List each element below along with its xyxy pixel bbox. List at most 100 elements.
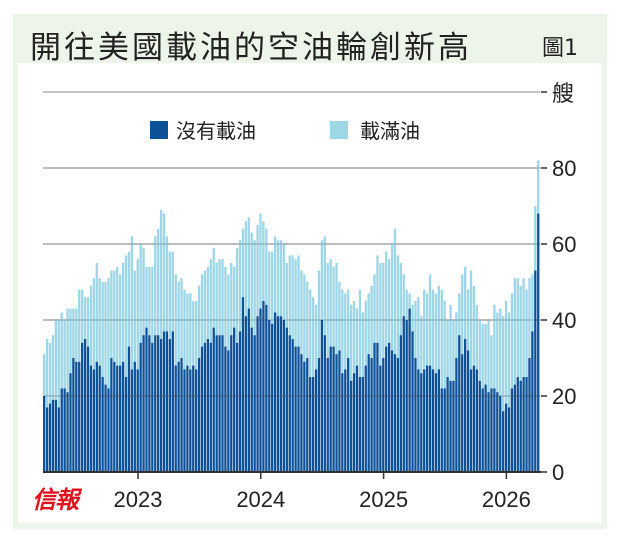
bar-laden <box>358 289 362 377</box>
bar-laden <box>425 293 429 366</box>
bar-empty <box>382 358 385 472</box>
bar-laden <box>443 301 446 389</box>
bar-empty <box>121 361 125 472</box>
bar-laden <box>294 259 297 347</box>
bar-laden <box>192 301 195 366</box>
bar-empty <box>352 373 356 472</box>
bar-empty <box>48 403 52 472</box>
bar-laden <box>195 301 198 370</box>
bar-empty <box>449 380 452 472</box>
bar-laden <box>151 266 154 343</box>
bar-laden <box>531 274 534 332</box>
bar-laden <box>411 304 414 332</box>
bar-empty <box>215 335 218 472</box>
bar-empty <box>51 399 55 472</box>
bar-laden <box>78 289 81 362</box>
bar-empty <box>81 342 84 472</box>
bar-empty <box>180 358 183 472</box>
bar-empty <box>317 358 321 472</box>
bar-laden <box>72 308 75 358</box>
bar-empty <box>43 396 46 472</box>
bar-empty <box>271 323 274 472</box>
bar-empty <box>142 335 145 472</box>
y-tick-label: 60 <box>552 232 576 257</box>
bar-laden <box>159 209 163 339</box>
bar-empty <box>423 369 426 472</box>
bar-laden <box>519 285 522 381</box>
bar-empty <box>393 354 397 472</box>
bar-laden <box>273 236 277 313</box>
bar-empty <box>279 316 283 472</box>
chart-title: 開往美國載油的空油輪創新高 <box>30 30 472 66</box>
bar-laden <box>250 232 253 328</box>
bar-laden <box>183 289 186 370</box>
bar-empty <box>101 377 104 472</box>
bar-empty <box>162 331 166 472</box>
bar-empty <box>124 377 128 472</box>
bar-empty <box>537 213 540 472</box>
bar-laden <box>481 323 484 389</box>
bar-laden <box>130 236 134 370</box>
bar-laden <box>373 274 376 343</box>
bar-empty <box>373 342 376 472</box>
bar-laden <box>238 240 242 332</box>
bar-empty <box>323 335 326 472</box>
bar-laden <box>466 289 470 351</box>
bar-empty <box>531 331 534 472</box>
bar-empty <box>86 346 90 472</box>
bar-laden <box>405 289 408 320</box>
bar-empty <box>197 358 201 472</box>
bar-laden <box>361 312 364 377</box>
bar-laden <box>285 263 288 328</box>
bar-laden <box>320 240 324 320</box>
bar-empty <box>195 369 198 472</box>
bar-laden <box>75 308 78 362</box>
bar-empty <box>311 377 315 472</box>
bar-laden <box>101 282 104 377</box>
bar-laden <box>510 293 514 389</box>
bar-laden <box>499 308 502 396</box>
y-tick-label: 40 <box>552 308 576 333</box>
bar-empty <box>244 316 248 472</box>
bar-empty <box>230 335 233 472</box>
bar-empty <box>78 361 81 472</box>
bar-empty <box>154 335 157 472</box>
bar-empty <box>493 388 496 472</box>
bar-laden <box>233 266 236 328</box>
bar-laden <box>367 293 370 355</box>
bar-laden <box>446 320 449 377</box>
bar-laden <box>48 342 52 404</box>
legend-label-laden: 載滿油 <box>360 119 420 143</box>
bar-laden <box>478 320 481 381</box>
bar-laden <box>493 304 496 389</box>
bar-laden <box>45 339 49 408</box>
bar-empty <box>92 369 96 472</box>
bar-laden <box>247 217 250 309</box>
bar-laden <box>364 301 367 366</box>
bar-laden <box>148 266 151 336</box>
bar-empty <box>130 369 134 472</box>
bar-laden <box>463 266 467 339</box>
bar-laden <box>434 293 438 374</box>
bar-empty <box>387 342 391 472</box>
bar-empty <box>241 297 245 472</box>
bar-empty <box>177 361 180 472</box>
bar-laden <box>393 228 397 355</box>
bar-laden <box>253 240 256 336</box>
bar-laden <box>288 255 291 336</box>
bar-empty <box>519 380 522 472</box>
x-tick-label: 2024 <box>236 487 285 512</box>
bar-empty <box>463 339 467 472</box>
bar-empty <box>466 350 470 472</box>
bar-empty <box>499 396 502 472</box>
bar-laden <box>154 236 157 336</box>
bar-laden <box>408 293 411 309</box>
bar-laden <box>276 240 280 317</box>
bar-empty <box>534 270 537 472</box>
bar-laden <box>297 255 300 347</box>
bar-empty <box>273 312 277 472</box>
bar-laden <box>306 282 309 358</box>
bar-laden <box>379 263 382 366</box>
bar-empty <box>148 335 151 472</box>
